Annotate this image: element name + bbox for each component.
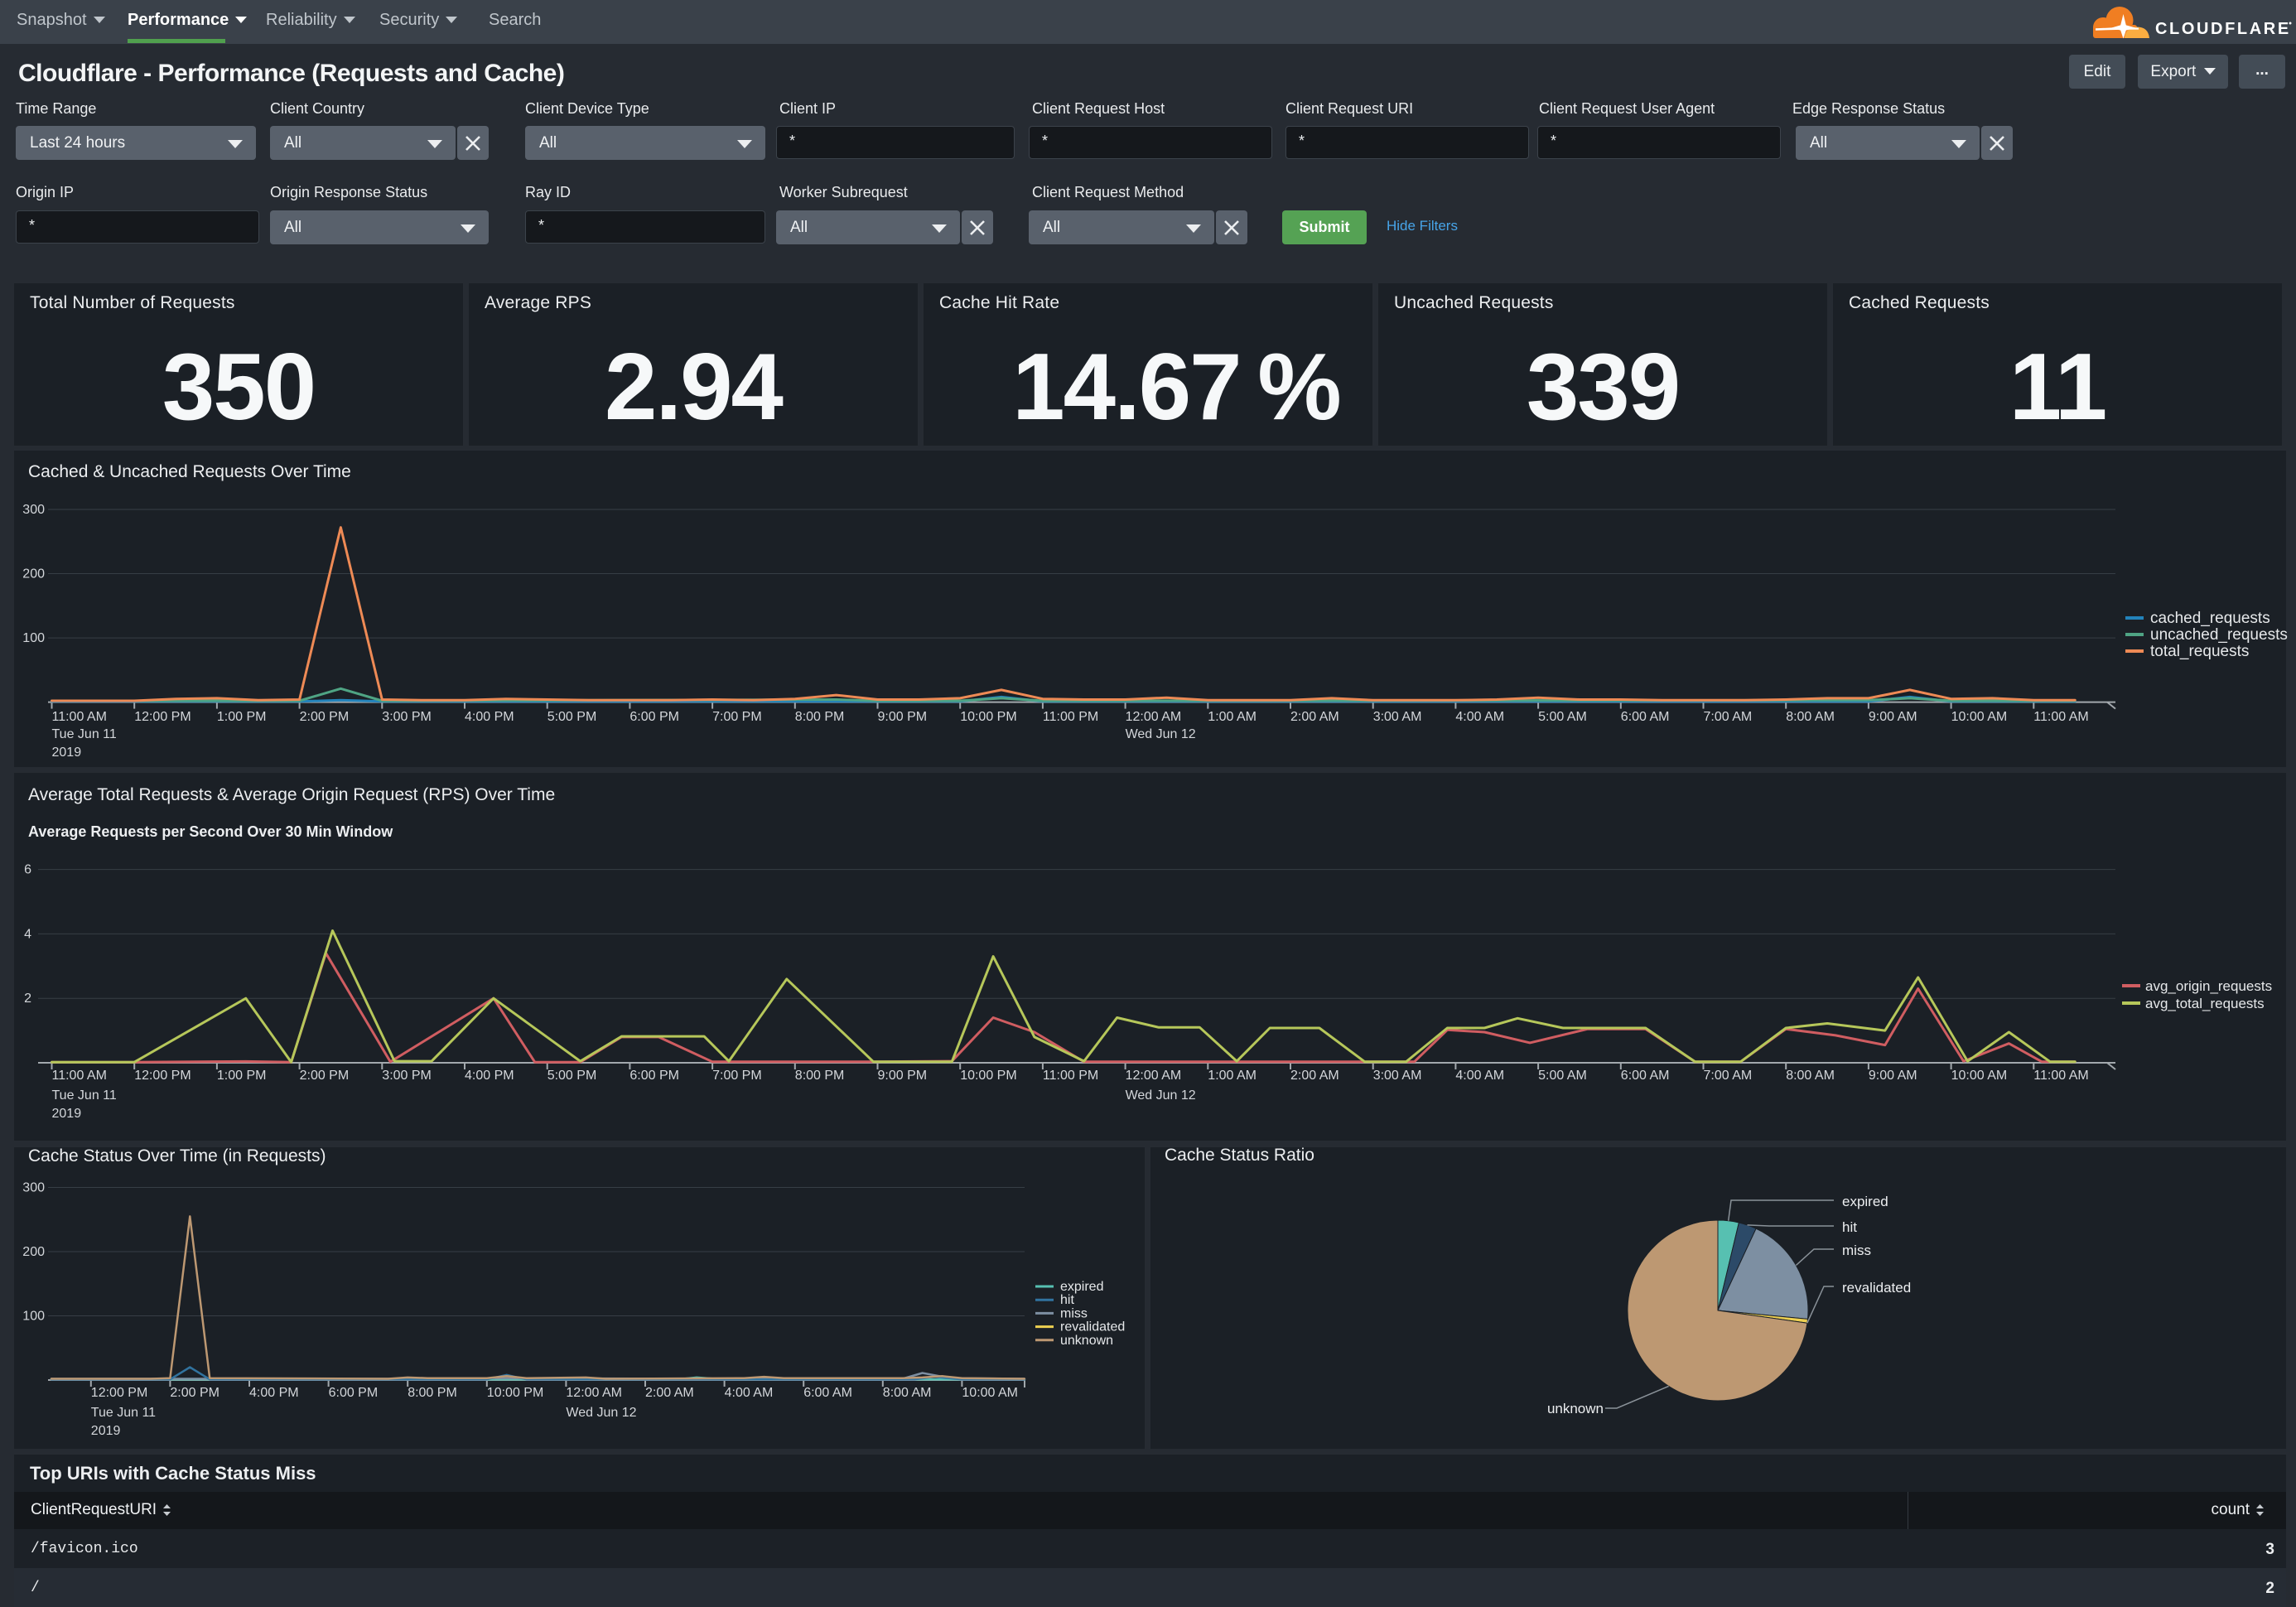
svg-text:uncached_requests: uncached_requests	[2150, 626, 2288, 644]
svg-text:8:00 AM: 8:00 AM	[883, 1386, 932, 1400]
svg-text:11:00 AM: 11:00 AM	[52, 1069, 107, 1083]
svg-text:5:00 AM: 5:00 AM	[1538, 710, 1587, 724]
svg-text:12:00 AM: 12:00 AM	[566, 1386, 622, 1400]
svg-text:6:00 PM: 6:00 PM	[629, 1069, 679, 1083]
svg-text:3:00 PM: 3:00 PM	[382, 710, 432, 724]
svg-text:unknown: unknown	[1547, 1401, 1604, 1416]
svg-text:300: 300	[22, 1181, 45, 1195]
svg-text:10:00 AM: 10:00 AM	[962, 1386, 1018, 1400]
svg-text:Wed Jun 12: Wed Jun 12	[566, 1406, 636, 1420]
svg-text:3:00 AM: 3:00 AM	[1373, 1069, 1422, 1083]
svg-text:12:00 PM: 12:00 PM	[134, 710, 191, 724]
svg-text:4: 4	[24, 927, 31, 941]
svg-text:2:00 PM: 2:00 PM	[170, 1386, 219, 1400]
svg-text:10:00 PM: 10:00 PM	[960, 1069, 1016, 1083]
svg-text:7:00 PM: 7:00 PM	[712, 710, 762, 724]
svg-text:100: 100	[22, 631, 45, 645]
svg-text:expired: expired	[1060, 1280, 1103, 1294]
svg-text:300: 300	[22, 503, 45, 517]
svg-text:12:00 PM: 12:00 PM	[91, 1386, 147, 1400]
svg-text:2:00 AM: 2:00 AM	[1290, 710, 1339, 724]
svg-text:2:00 AM: 2:00 AM	[645, 1386, 694, 1400]
svg-text:6: 6	[24, 863, 31, 877]
svg-text:1:00 PM: 1:00 PM	[217, 710, 267, 724]
svg-text:11:00 PM: 11:00 PM	[1043, 710, 1098, 724]
svg-text:Tue Jun 11: Tue Jun 11	[52, 727, 117, 741]
svg-text:1:00 PM: 1:00 PM	[217, 1069, 267, 1083]
svg-text:2:00 AM: 2:00 AM	[1290, 1069, 1339, 1083]
svg-text:6:00 AM: 6:00 AM	[1621, 710, 1670, 724]
svg-text:10:00 PM: 10:00 PM	[960, 710, 1016, 724]
svg-text:CLOUDFLARE: CLOUDFLARE	[2155, 20, 2291, 38]
svg-text:9:00 AM: 9:00 AM	[1869, 710, 1917, 724]
svg-text:4:00 PM: 4:00 PM	[465, 710, 514, 724]
svg-text:4:00 AM: 4:00 AM	[1455, 1069, 1504, 1083]
svg-text:3:00 PM: 3:00 PM	[382, 1069, 432, 1083]
svg-text:revalidated: revalidated	[1842, 1280, 1911, 1296]
svg-text:7:00 AM: 7:00 AM	[1704, 710, 1753, 724]
svg-text:11:00 AM: 11:00 AM	[52, 710, 107, 724]
svg-text:6:00 PM: 6:00 PM	[629, 710, 679, 724]
svg-text:6:00 AM: 6:00 AM	[1621, 1069, 1670, 1083]
svg-text:5:00 PM: 5:00 PM	[547, 710, 597, 724]
svg-text:7:00 PM: 7:00 PM	[712, 1069, 762, 1083]
svg-text:expired: expired	[1842, 1194, 1888, 1209]
svg-text:200: 200	[22, 567, 45, 582]
svg-text:4:00 PM: 4:00 PM	[249, 1386, 299, 1400]
svg-text:3:00 AM: 3:00 AM	[1373, 710, 1422, 724]
svg-text:miss: miss	[1060, 1306, 1088, 1320]
svg-text:12:00 AM: 12:00 AM	[1126, 1069, 1182, 1083]
svg-text:7:00 AM: 7:00 AM	[1704, 1069, 1753, 1083]
svg-text:Wed Jun 12: Wed Jun 12	[1126, 1088, 1196, 1103]
svg-text:9:00 PM: 9:00 PM	[878, 710, 928, 724]
svg-text:10:00 AM: 10:00 AM	[1951, 710, 2008, 724]
svg-text:11:00 AM: 11:00 AM	[2033, 1069, 2088, 1083]
svg-text:8:00 PM: 8:00 PM	[795, 1069, 845, 1083]
svg-text:5:00 AM: 5:00 AM	[1538, 1069, 1587, 1083]
svg-text:Tue Jun 11: Tue Jun 11	[52, 1088, 117, 1103]
svg-text:12:00 PM: 12:00 PM	[134, 1069, 191, 1083]
svg-text:8:00 PM: 8:00 PM	[408, 1386, 457, 1400]
svg-text:1:00 AM: 1:00 AM	[1208, 710, 1257, 724]
svg-text:11:00 AM: 11:00 AM	[2033, 710, 2088, 724]
svg-text:9:00 AM: 9:00 AM	[1869, 1069, 1917, 1083]
svg-text:2019: 2019	[91, 1424, 121, 1438]
svg-text:miss: miss	[1842, 1243, 1871, 1258]
svg-text:100: 100	[22, 1310, 45, 1324]
svg-text:1:00 AM: 1:00 AM	[1208, 1069, 1257, 1083]
svg-text:4:00 PM: 4:00 PM	[465, 1069, 514, 1083]
svg-text:Wed Jun 12: Wed Jun 12	[1126, 727, 1196, 741]
svg-text:5:00 PM: 5:00 PM	[547, 1069, 597, 1083]
svg-text:4:00 AM: 4:00 AM	[725, 1386, 774, 1400]
svg-text:avg_origin_requests: avg_origin_requests	[2145, 978, 2272, 994]
svg-text:11:00 PM: 11:00 PM	[1043, 1069, 1098, 1083]
svg-text:9:00 PM: 9:00 PM	[878, 1069, 928, 1083]
svg-text:10:00 PM: 10:00 PM	[487, 1386, 543, 1400]
svg-text:2: 2	[24, 992, 31, 1006]
svg-text:cached_requests: cached_requests	[2150, 610, 2270, 627]
svg-text:8:00 AM: 8:00 AM	[1786, 710, 1835, 724]
svg-text:6:00 PM: 6:00 PM	[329, 1386, 379, 1400]
svg-text:2:00 PM: 2:00 PM	[300, 1069, 350, 1083]
svg-text:12:00 AM: 12:00 AM	[1126, 710, 1182, 724]
svg-text:revalidated: revalidated	[1060, 1320, 1125, 1334]
svg-text:2:00 PM: 2:00 PM	[300, 710, 350, 724]
svg-text:2019: 2019	[52, 746, 82, 760]
svg-text:10:00 AM: 10:00 AM	[1951, 1069, 2008, 1083]
svg-text:6:00 AM: 6:00 AM	[803, 1386, 852, 1400]
svg-text:Tue Jun 11: Tue Jun 11	[91, 1406, 156, 1420]
svg-text:unknown: unknown	[1060, 1334, 1113, 1348]
svg-text:hit: hit	[1060, 1293, 1074, 1307]
svg-text:200: 200	[22, 1245, 45, 1259]
svg-text:8:00 AM: 8:00 AM	[1786, 1069, 1835, 1083]
svg-text:total_requests: total_requests	[2150, 643, 2249, 660]
svg-text:4:00 AM: 4:00 AM	[1455, 710, 1504, 724]
svg-text:2019: 2019	[52, 1107, 82, 1121]
svg-text:avg_total_requests: avg_total_requests	[2145, 996, 2265, 1011]
svg-text:8:00 PM: 8:00 PM	[795, 710, 845, 724]
svg-text:hit: hit	[1842, 1219, 1857, 1235]
